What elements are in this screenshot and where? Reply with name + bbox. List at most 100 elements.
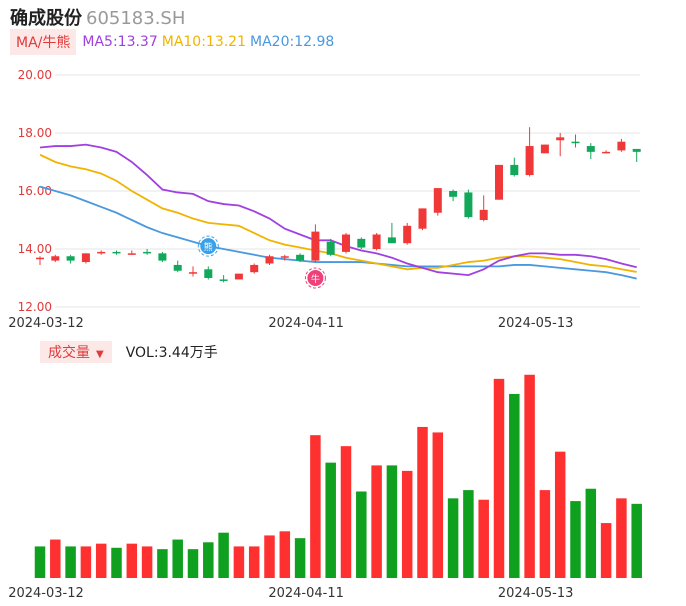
volume-selector-label: 成交量 bbox=[48, 345, 90, 361]
candle-body bbox=[97, 251, 106, 254]
y-tick-label: 14.00 bbox=[18, 242, 52, 256]
price-x-tick-label: 2024-04-11 bbox=[268, 316, 344, 331]
y-tick-label: 18.00 bbox=[18, 126, 52, 140]
bear-marker-ring bbox=[197, 235, 219, 257]
candle-body bbox=[265, 256, 274, 264]
candle-body bbox=[571, 141, 580, 144]
candle-body bbox=[586, 146, 595, 152]
volume-bar bbox=[50, 539, 61, 578]
volume-bar bbox=[600, 523, 612, 578]
candle-body bbox=[234, 273, 243, 280]
stock-title: 确成股份 605183.SH bbox=[10, 4, 185, 30]
volume-indicator-selector[interactable]: 成交量 ▼ bbox=[40, 341, 112, 363]
ma-indicator-selector[interactable]: MA/牛熊 bbox=[10, 29, 77, 55]
volume-bar bbox=[65, 546, 76, 578]
candle-body bbox=[449, 191, 458, 197]
bull-marker-label: 牛 bbox=[311, 273, 320, 285]
volume-bar bbox=[417, 426, 428, 578]
bear-marker-icon bbox=[200, 238, 217, 255]
bull-marker-icon bbox=[307, 270, 324, 286]
ma20-label: MA20:12.98 bbox=[250, 34, 335, 50]
volume-bar bbox=[631, 503, 642, 578]
volume-bar bbox=[524, 374, 535, 578]
candle-body bbox=[617, 141, 626, 151]
volume-bar bbox=[554, 451, 566, 578]
candle-body bbox=[158, 253, 167, 261]
volume-bar bbox=[616, 498, 627, 578]
volume-bar bbox=[248, 546, 260, 578]
volume-bar bbox=[356, 491, 367, 578]
stock-name: 确成股份 bbox=[10, 8, 82, 29]
volume-bar bbox=[447, 498, 459, 578]
volume-bar bbox=[233, 546, 245, 578]
candle-body bbox=[112, 251, 121, 254]
candle-body bbox=[326, 241, 335, 255]
candle-body bbox=[556, 137, 565, 141]
ma20-line bbox=[39, 185, 637, 280]
volume-bar bbox=[401, 470, 413, 578]
y-tick-label: 16.00 bbox=[18, 184, 52, 198]
volume-bar bbox=[279, 531, 291, 578]
ma10-line bbox=[39, 153, 637, 273]
volume-bar bbox=[371, 465, 382, 578]
volume-bar bbox=[340, 446, 352, 578]
price-x-tick-label: 2024-05-13 bbox=[498, 316, 574, 331]
candle-body bbox=[510, 164, 519, 176]
volume-bar bbox=[509, 393, 520, 578]
volume-bar bbox=[325, 462, 336, 578]
candle-body bbox=[464, 192, 473, 218]
volume-x-tick-label: 2024-04-11 bbox=[268, 586, 344, 601]
volume-bar bbox=[157, 549, 168, 578]
candle-body bbox=[189, 272, 197, 274]
volume-bar bbox=[539, 490, 551, 578]
volume-bar bbox=[264, 535, 275, 578]
candle-body bbox=[81, 253, 90, 263]
stock-code: 605183.SH bbox=[86, 8, 186, 29]
volume-legend: 成交量 ▼ VOL:3.44万手 bbox=[40, 341, 218, 363]
ma10-label: MA10:13.21 bbox=[161, 34, 247, 50]
volume-x-tick-label: 2024-03-12 bbox=[8, 586, 84, 601]
bear-marker-label: 熊 bbox=[204, 241, 213, 253]
caret-down-icon: ▼ bbox=[96, 349, 104, 360]
ma-legend: MA/牛熊 MA5:13.37 MA10:13.21 MA20:12.98 bbox=[10, 29, 338, 55]
candle-body bbox=[342, 234, 350, 252]
candle-body bbox=[280, 256, 289, 258]
candle-body bbox=[632, 148, 641, 152]
candle-body bbox=[173, 264, 182, 271]
volume-bar bbox=[570, 501, 581, 578]
volume-bar bbox=[141, 546, 153, 578]
volume-bar bbox=[172, 539, 183, 578]
volume-bar bbox=[493, 378, 505, 578]
candle-body bbox=[540, 144, 549, 154]
candle-body bbox=[36, 257, 44, 260]
ma5-line bbox=[39, 143, 637, 277]
volume-bar bbox=[386, 465, 398, 578]
candle-body bbox=[143, 251, 152, 254]
volume-bar bbox=[111, 547, 122, 578]
volume-bar bbox=[310, 435, 321, 578]
y-tick-label: 12.00 bbox=[18, 300, 52, 314]
candle-body bbox=[51, 256, 60, 261]
volume-bar bbox=[294, 538, 306, 578]
volume-bar bbox=[432, 432, 444, 578]
candle-body bbox=[403, 225, 412, 244]
volume-bar bbox=[585, 488, 597, 578]
candle-body bbox=[479, 209, 488, 220]
candle-body bbox=[219, 279, 228, 281]
candle-body bbox=[250, 264, 259, 273]
volume-bar bbox=[463, 490, 474, 578]
ma5-label: MA5:13.37 bbox=[82, 34, 158, 50]
candle-body bbox=[357, 238, 366, 248]
volume-bar bbox=[203, 542, 214, 578]
candle-body bbox=[204, 269, 213, 278]
volume-bar bbox=[218, 532, 229, 578]
bull-marker-ring bbox=[304, 267, 326, 289]
candle-body bbox=[495, 164, 503, 200]
candle-body bbox=[311, 231, 320, 261]
candle-body bbox=[372, 234, 381, 249]
candle-body bbox=[418, 208, 427, 229]
candle-body bbox=[127, 253, 136, 255]
candle-body bbox=[433, 188, 442, 213]
candle-body bbox=[387, 237, 396, 244]
volume-bar bbox=[34, 546, 46, 578]
